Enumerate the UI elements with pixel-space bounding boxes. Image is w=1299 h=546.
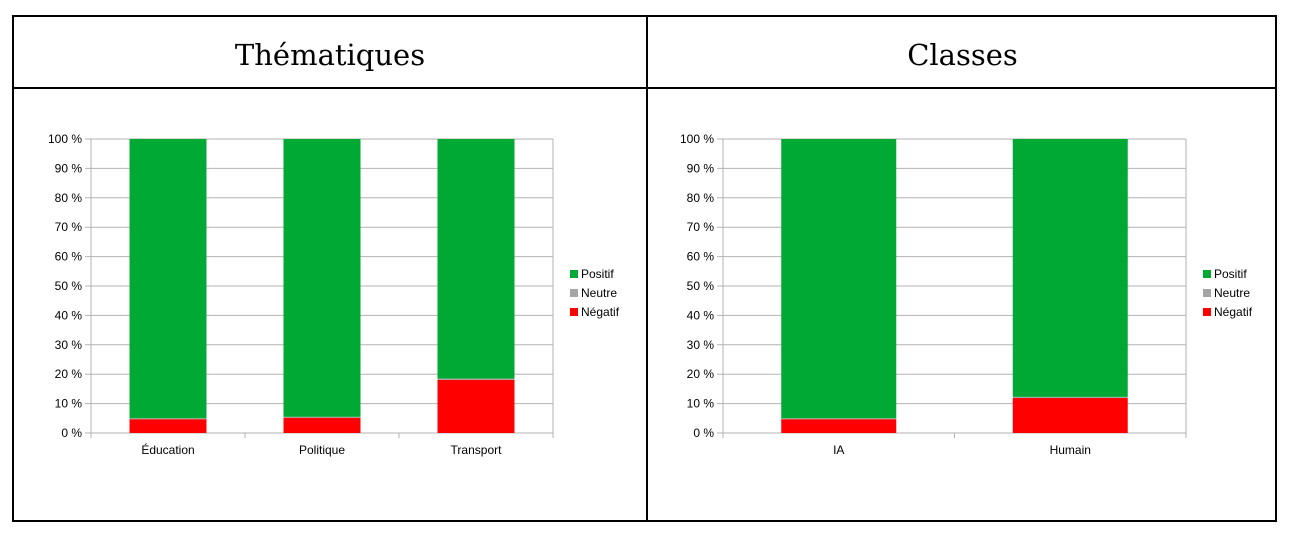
legend-swatch — [570, 270, 578, 278]
y-tick-label: 100 % — [48, 132, 82, 146]
y-tick-label: 20 % — [55, 367, 83, 381]
bar-positif — [129, 139, 207, 419]
bar-neutre — [283, 416, 361, 418]
x-tick-label: IA — [833, 443, 844, 457]
y-tick-label: 40 % — [687, 308, 715, 322]
y-tick-label: 70 % — [55, 220, 83, 234]
bar-neutre — [129, 418, 207, 420]
legend-label: Positif — [581, 267, 614, 281]
chart-classes: 0 % 10 % 20 % 30 % 40 % 50 % 60 % 70 % 80 % 90 % 1… — [680, 132, 1253, 457]
y-tick-label: 0 % — [693, 426, 714, 440]
y-tick-label: 80 % — [55, 191, 83, 205]
y-tick-label: 20 % — [687, 367, 715, 381]
bar-negatif — [781, 419, 897, 433]
bar-neutre — [1012, 396, 1128, 399]
y-tick-label: 30 % — [55, 338, 83, 352]
bar-positif — [781, 139, 897, 419]
header-divider — [14, 87, 1275, 89]
bar-negatif — [1012, 398, 1128, 433]
legend-label: Neutre — [581, 286, 617, 300]
x-tick-label: Politique — [299, 443, 345, 457]
y-tick-label: 60 % — [687, 250, 715, 264]
y-tick-label: 90 % — [55, 161, 83, 175]
bar-positif — [437, 139, 515, 379]
bar-neutre — [437, 378, 515, 380]
legend-swatch — [1203, 308, 1211, 316]
bar-neutre — [781, 418, 897, 420]
bar-positif — [1012, 139, 1128, 397]
y-tick-label: 30 % — [687, 338, 715, 352]
bar-negatif — [129, 419, 207, 433]
legend-swatch — [1203, 270, 1211, 278]
legend-label: Positif — [1214, 267, 1247, 281]
y-tick-label: 60 % — [55, 250, 83, 264]
bar-positif — [283, 139, 361, 417]
y-tick-label: 50 % — [55, 279, 83, 293]
y-tick-label: 40 % — [55, 308, 83, 322]
y-tick-label: 70 % — [687, 220, 715, 234]
x-tick-label: Transport — [451, 443, 503, 457]
table-frame: Thématiques Classes — [12, 15, 1277, 522]
chart-thematiques: 0 % 10 % 20 % 30 % 40 % 50 % 60 % 70 % 80 % 90 % 1… — [48, 132, 620, 457]
legend-swatch — [1203, 289, 1211, 297]
y-tick-label: 100 % — [680, 132, 714, 146]
y-tick-label: 50 % — [687, 279, 715, 293]
bar-negatif — [437, 379, 515, 433]
legend-label: Négatif — [1214, 305, 1253, 319]
x-tick-label: Humain — [1050, 443, 1091, 457]
y-tick-label: 10 % — [687, 397, 715, 411]
legend-label: Neutre — [1214, 286, 1250, 300]
y-tick-label: 0 % — [61, 426, 82, 440]
header-classes: Classes — [907, 38, 1018, 72]
y-tick-label: 90 % — [687, 161, 715, 175]
y-tick-label: 10 % — [55, 397, 83, 411]
header-thematiques: Thématiques — [234, 38, 426, 72]
legend-swatch — [570, 289, 578, 297]
bar-negatif — [283, 417, 361, 433]
legend-swatch — [570, 308, 578, 316]
y-tick-label: 80 % — [687, 191, 715, 205]
column-divider — [646, 17, 648, 520]
x-tick-label: Éducation — [141, 442, 194, 457]
legend-label: Négatif — [581, 305, 620, 319]
